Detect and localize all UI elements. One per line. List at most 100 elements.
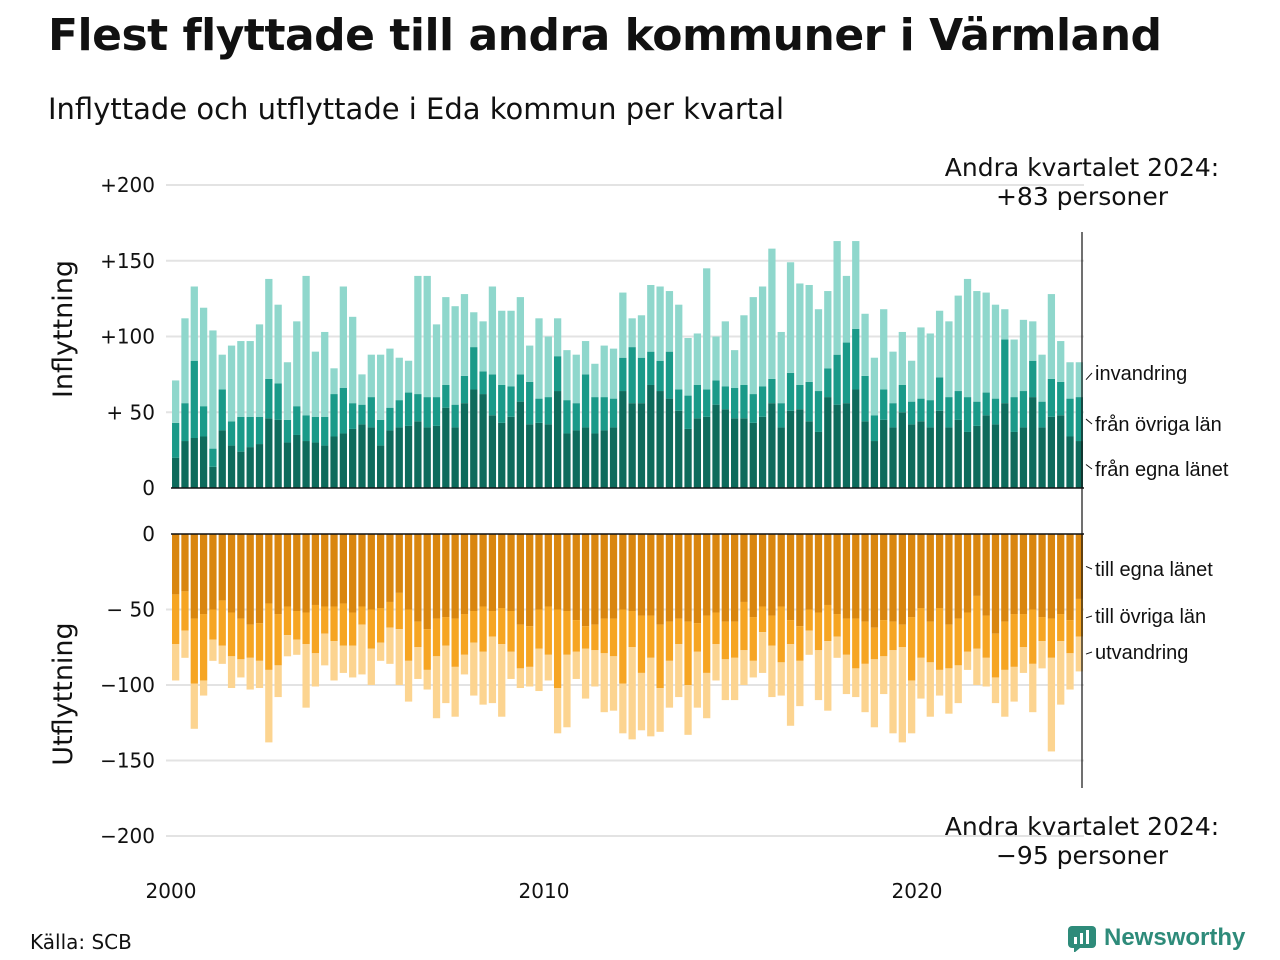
series-label-leader — [1085, 566, 1093, 570]
bar-in-ovriga-lan — [227, 421, 236, 446]
bar-out-utvandring — [386, 627, 394, 664]
bar-out-egna-lanet — [255, 534, 264, 624]
bar-in-egna-lanet — [265, 418, 273, 488]
bar-out-egna-lanet — [367, 534, 375, 610]
bar-out-egna-lanet — [442, 534, 450, 618]
bar-out-utvandring — [684, 685, 692, 735]
bar-in-egna-lanet — [321, 445, 329, 488]
bar-in-ovriga-lan — [1075, 397, 1083, 442]
bar-in-egna-lanet — [526, 424, 534, 488]
bar-in-invandring — [963, 278, 972, 398]
bar-out-ovriga-lan — [973, 595, 981, 649]
bar-out-egna-lanet — [516, 534, 524, 625]
bar-in-ovriga-lan — [376, 419, 385, 446]
bar-out-ovriga-lan — [852, 618, 860, 669]
series-label-leader — [1085, 651, 1093, 655]
bar-out-utvandring — [544, 654, 552, 681]
bar-in-egna-lanet — [656, 391, 664, 488]
bar-in-invandring — [842, 275, 851, 343]
bar-out-ovriga-lan — [1019, 614, 1028, 648]
bar-out-egna-lanet — [311, 534, 320, 605]
bar-in-egna-lanet — [833, 404, 841, 488]
bar-in-invandring — [758, 286, 767, 387]
bar-in-ovriga-lan — [824, 368, 832, 398]
bar-in-ovriga-lan — [1057, 381, 1065, 416]
bar-in-invandring — [572, 354, 580, 404]
bar-in-ovriga-lan — [349, 403, 357, 429]
bar-in-egna-lanet — [852, 389, 860, 488]
bar-in-invandring — [227, 345, 236, 422]
bar-in-invandring — [451, 306, 459, 405]
bar-in-invandring — [563, 350, 571, 401]
bar-in-invandring — [675, 304, 683, 390]
bar-in-ovriga-lan — [479, 371, 487, 395]
bar-in-egna-lanet — [172, 457, 180, 488]
bar-in-invandring — [609, 348, 618, 399]
bar-out-ovriga-lan — [740, 601, 748, 651]
bar-in-ovriga-lan — [535, 398, 543, 423]
bar-in-ovriga-lan — [647, 351, 655, 385]
bar-in-invandring — [833, 241, 841, 355]
bar-in-ovriga-lan — [898, 384, 906, 413]
bar-in-invandring — [1047, 294, 1056, 379]
bar-out-egna-lanet — [973, 534, 981, 596]
bar-in-invandring — [619, 292, 627, 358]
bar-in-invandring — [973, 291, 981, 402]
bar-out-ovriga-lan — [609, 618, 618, 657]
bar-out-ovriga-lan — [274, 614, 282, 666]
bar-in-egna-lanet — [395, 427, 403, 488]
bar-out-ovriga-lan — [470, 611, 478, 643]
bar-in-invandring — [870, 357, 879, 416]
bar-out-utvandring — [339, 645, 347, 673]
bar-out-ovriga-lan — [442, 617, 450, 646]
bar-in-invandring — [861, 313, 869, 376]
bar-in-invandring — [684, 338, 692, 396]
bar-out-ovriga-lan — [991, 633, 1000, 678]
bar-in-ovriga-lan — [181, 403, 189, 442]
bar-out-ovriga-lan — [777, 606, 785, 663]
bar-in-invandring — [358, 374, 366, 405]
bar-in-ovriga-lan — [945, 397, 953, 428]
bar-out-ovriga-lan — [619, 609, 627, 684]
bar-in-ovriga-lan — [768, 378, 776, 404]
bar-in-invandring — [460, 294, 469, 376]
bar-in-ovriga-lan — [432, 397, 441, 426]
bar-out-utvandring — [376, 642, 385, 661]
bar-in-invandring — [283, 362, 292, 420]
bar-in-ovriga-lan — [870, 415, 879, 442]
bar-in-invandring — [423, 275, 431, 398]
bar-in-ovriga-lan — [544, 397, 552, 425]
bar-in-egna-lanet — [693, 418, 702, 488]
bar-in-egna-lanet — [1075, 441, 1083, 488]
bar-out-ovriga-lan — [1057, 614, 1065, 642]
bar-in-ovriga-lan — [293, 406, 301, 435]
bar-in-egna-lanet — [842, 403, 851, 488]
bar-in-invandring — [814, 309, 823, 392]
bar-out-egna-lanet — [852, 534, 860, 619]
bar-in-ovriga-lan — [311, 416, 320, 443]
bar-out-ovriga-lan — [395, 592, 403, 630]
bar-in-egna-lanet — [470, 389, 478, 488]
bar-in-egna-lanet — [358, 424, 366, 488]
bar-out-egna-lanet — [237, 534, 245, 619]
bar-out-utvandring — [414, 647, 422, 679]
bar-in-egna-lanet — [516, 401, 524, 488]
bar-in-egna-lanet — [870, 441, 879, 488]
bar-in-egna-lanet — [647, 384, 655, 488]
bar-out-egna-lanet — [190, 534, 198, 619]
bar-in-egna-lanet — [619, 391, 627, 488]
bar-out-ovriga-lan — [703, 615, 711, 673]
bar-out-utvandring — [1047, 657, 1056, 752]
bar-in-invandring — [889, 351, 897, 404]
bar-in-ovriga-lan — [367, 397, 375, 428]
bar-out-utvandring — [749, 660, 757, 678]
bar-out-utvandring — [199, 680, 208, 696]
bar-out-ovriga-lan — [265, 603, 273, 670]
bar-in-ovriga-lan — [414, 394, 422, 422]
bar-out-utvandring — [768, 645, 776, 698]
bar-in-egna-lanet — [749, 422, 757, 488]
bar-out-ovriga-lan — [246, 624, 254, 658]
bar-in-invandring — [470, 312, 478, 348]
bar-out-egna-lanet — [721, 534, 729, 622]
bar-out-egna-lanet — [376, 534, 385, 608]
